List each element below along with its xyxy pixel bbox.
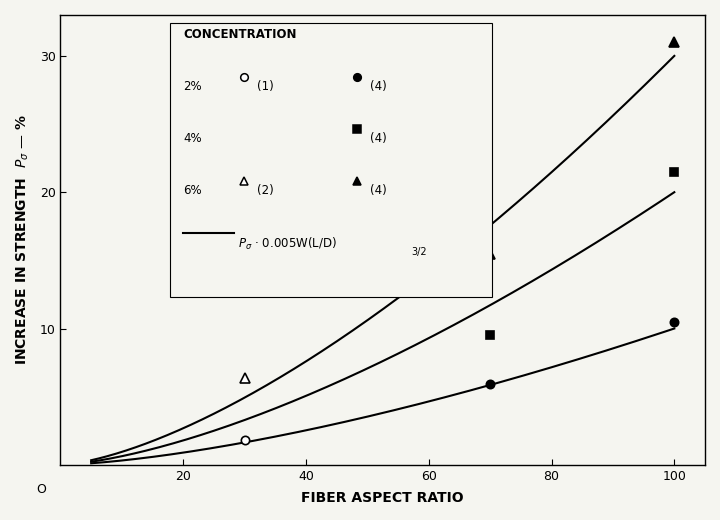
- Y-axis label: INCREASE IN STRENGTH  $P_\sigma$ — %: INCREASE IN STRENGTH $P_\sigma$ — %: [15, 114, 32, 366]
- X-axis label: FIBER ASPECT RATIO: FIBER ASPECT RATIO: [302, 491, 464, 505]
- Text: 3/2: 3/2: [412, 246, 428, 257]
- Text: (4): (4): [370, 80, 387, 93]
- Text: 6%: 6%: [183, 184, 202, 197]
- Text: (4): (4): [370, 132, 387, 145]
- Text: 4%: 4%: [183, 132, 202, 145]
- Text: (1): (1): [257, 80, 274, 93]
- Bar: [170, 23, 492, 297]
- Text: 2%: 2%: [183, 80, 202, 93]
- Text: (4): (4): [370, 184, 387, 197]
- Text: O: O: [36, 483, 46, 496]
- Text: $P_\sigma$ · 0.005W(L/D): $P_\sigma$ · 0.005W(L/D): [238, 236, 336, 252]
- Text: CONCENTRATION: CONCENTRATION: [183, 29, 297, 42]
- Text: (2): (2): [257, 184, 274, 197]
